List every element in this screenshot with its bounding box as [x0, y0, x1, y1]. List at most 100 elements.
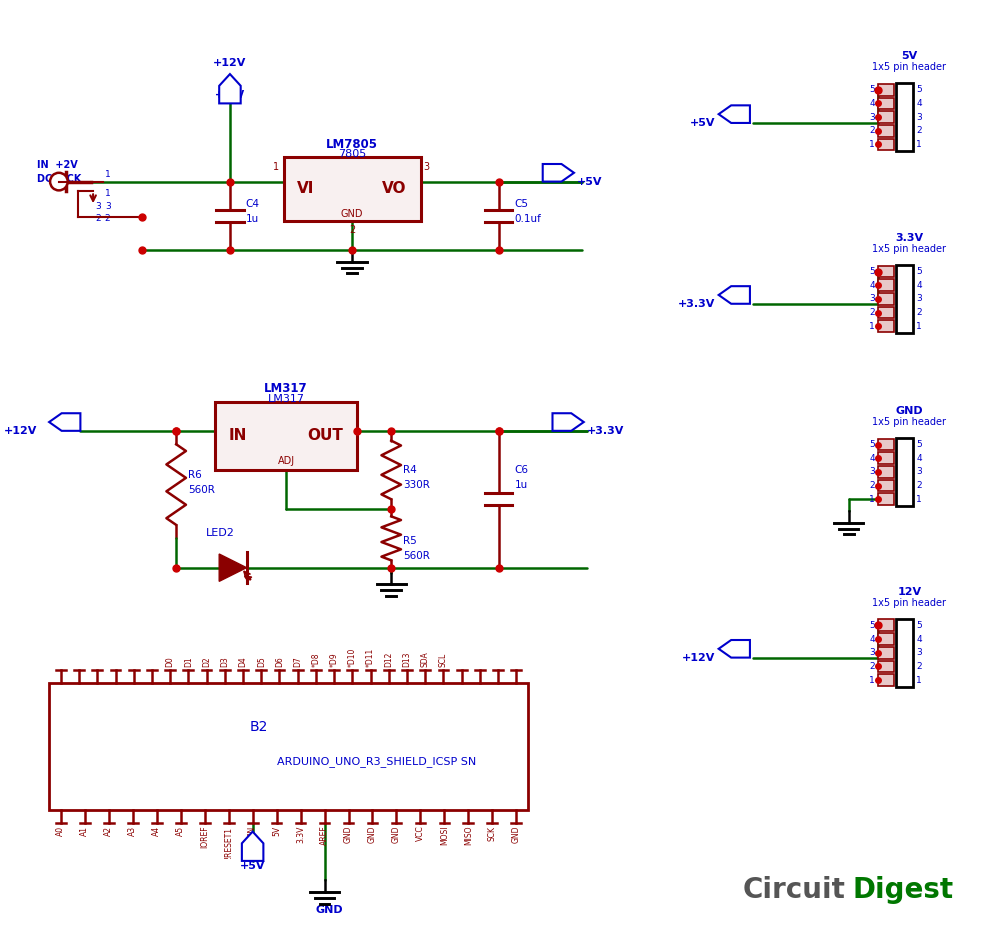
Text: 2: 2 — [916, 481, 922, 490]
Text: 3: 3 — [105, 202, 111, 211]
Text: GND: GND — [895, 406, 923, 417]
Text: +12V: +12V — [682, 653, 716, 663]
Text: C5: C5 — [514, 199, 528, 209]
Polygon shape — [219, 554, 247, 581]
Text: +3.3V: +3.3V — [678, 299, 716, 309]
Text: *D9: *D9 — [330, 653, 339, 668]
Text: 4: 4 — [869, 281, 875, 290]
Text: 12V: 12V — [897, 587, 921, 597]
Text: 2: 2 — [869, 662, 875, 671]
Text: GND: GND — [341, 209, 363, 219]
Text: 2: 2 — [869, 481, 875, 490]
Text: *D11: *D11 — [366, 648, 375, 668]
Text: 1: 1 — [105, 170, 111, 178]
Bar — [878, 306, 894, 318]
Text: 3: 3 — [869, 467, 875, 476]
Text: 1: 1 — [916, 321, 922, 331]
Bar — [878, 674, 894, 686]
Text: 2: 2 — [916, 662, 922, 671]
Text: +5V: +5V — [240, 861, 265, 870]
Text: D5: D5 — [257, 657, 266, 668]
Bar — [878, 265, 894, 277]
Bar — [896, 83, 913, 151]
Text: A2: A2 — [104, 826, 113, 836]
Text: 1: 1 — [869, 675, 875, 685]
Text: AREF: AREF — [320, 826, 329, 845]
Text: +3.3V: +3.3V — [587, 426, 624, 436]
Bar — [896, 264, 913, 333]
Text: 3: 3 — [916, 294, 922, 304]
Polygon shape — [719, 106, 750, 123]
Text: GND: GND — [392, 826, 401, 843]
Text: D0: D0 — [166, 657, 175, 668]
Bar — [878, 647, 894, 658]
Text: R6: R6 — [188, 470, 202, 480]
Text: 3: 3 — [869, 294, 875, 304]
Text: DC JACK: DC JACK — [37, 174, 82, 184]
Text: GND: GND — [512, 826, 521, 843]
Text: VIN: VIN — [248, 826, 257, 839]
Text: 1u: 1u — [246, 214, 259, 224]
Text: 5: 5 — [916, 267, 922, 276]
Text: 5: 5 — [916, 85, 922, 94]
Text: D2: D2 — [202, 657, 211, 668]
Text: GND: GND — [368, 826, 377, 843]
Bar — [878, 493, 894, 505]
Text: R5: R5 — [403, 536, 417, 546]
Text: 3.3V: 3.3V — [296, 826, 305, 843]
Text: LED2: LED2 — [206, 529, 234, 538]
Polygon shape — [719, 640, 750, 658]
Polygon shape — [719, 286, 750, 304]
Bar — [878, 633, 894, 644]
Polygon shape — [543, 164, 574, 181]
Text: B2: B2 — [250, 720, 268, 734]
Bar — [878, 97, 894, 109]
Bar — [878, 293, 894, 304]
Text: D7: D7 — [293, 657, 302, 668]
Text: ARDUINO_UNO_R3_SHIELD_ICSP SN: ARDUINO_UNO_R3_SHIELD_ICSP SN — [277, 756, 476, 767]
Text: 3: 3 — [916, 467, 922, 476]
Polygon shape — [552, 413, 584, 431]
Text: A1: A1 — [80, 826, 89, 836]
Bar — [878, 466, 894, 478]
Text: 5: 5 — [869, 85, 875, 94]
Text: 1: 1 — [869, 495, 875, 503]
Bar — [878, 480, 894, 491]
Text: 1: 1 — [105, 190, 111, 198]
Text: A4: A4 — [152, 826, 161, 836]
Bar — [896, 618, 913, 686]
Text: VI: VI — [297, 181, 315, 196]
Polygon shape — [219, 74, 241, 104]
Bar — [878, 619, 894, 631]
Text: R4: R4 — [403, 465, 417, 475]
Text: 2: 2 — [95, 214, 101, 222]
Text: 0.1uf: 0.1uf — [514, 214, 541, 224]
Text: 1x5 pin header: 1x5 pin header — [872, 598, 946, 608]
Text: 5: 5 — [869, 440, 875, 449]
Text: D3: D3 — [220, 657, 229, 668]
Text: VO: VO — [382, 181, 407, 196]
Text: D12: D12 — [384, 652, 393, 668]
Text: 1: 1 — [273, 162, 279, 172]
Text: 1: 1 — [916, 495, 922, 503]
Text: 5: 5 — [869, 267, 875, 276]
Text: LM317: LM317 — [268, 394, 305, 403]
Text: IN: IN — [229, 428, 247, 444]
Text: A3: A3 — [128, 826, 137, 836]
Text: 3: 3 — [869, 648, 875, 658]
Text: OUT: OUT — [307, 428, 343, 444]
Text: MISO: MISO — [464, 826, 473, 845]
Text: D1: D1 — [184, 657, 193, 668]
Text: +12V: +12V — [213, 58, 247, 68]
Text: SCL: SCL — [439, 653, 448, 668]
Text: C6: C6 — [514, 465, 528, 475]
Text: 5: 5 — [916, 621, 922, 630]
Text: 5: 5 — [916, 440, 922, 449]
Text: 4: 4 — [869, 454, 875, 462]
Text: 4: 4 — [916, 281, 922, 290]
Text: 1: 1 — [916, 140, 922, 149]
Bar — [896, 438, 913, 506]
Text: *D10: *D10 — [348, 648, 357, 668]
Text: IOREF: IOREF — [200, 826, 209, 848]
Text: GND: GND — [344, 826, 353, 843]
